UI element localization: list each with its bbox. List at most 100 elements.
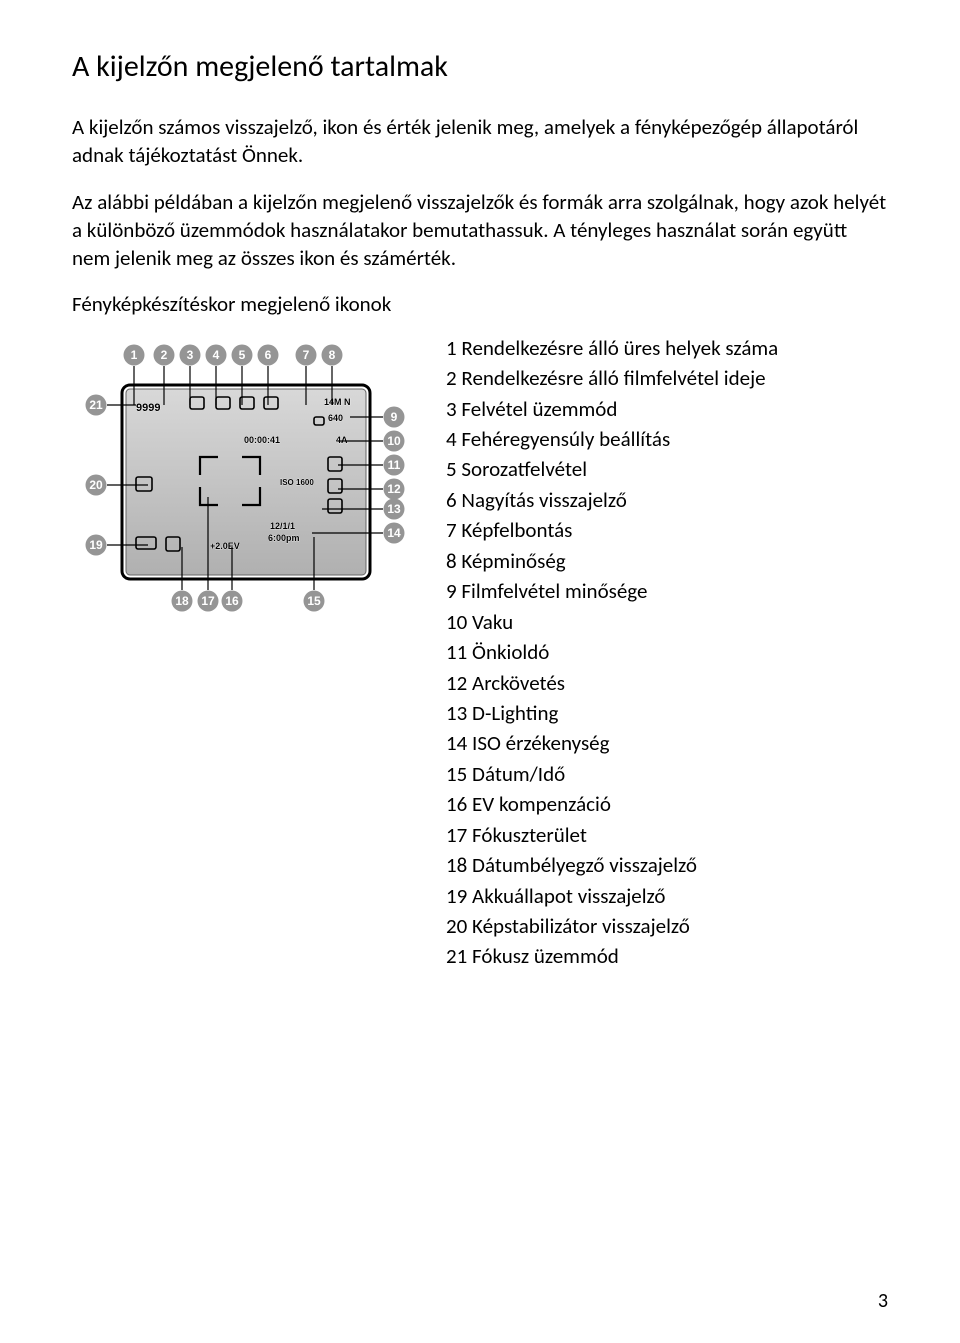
legend-item: 7 Képfelbontás	[446, 515, 888, 545]
svg-text:20: 20	[89, 478, 103, 492]
legend-item: 1 Rendelkezésre álló üres helyek száma	[446, 333, 888, 363]
svg-text:00:00:41: 00:00:41	[244, 435, 280, 445]
legend-number: 6	[446, 487, 457, 513]
svg-text:4A: 4A	[336, 435, 348, 445]
legend-label: Fehéregyensúly beállítás	[461, 426, 670, 452]
legend-number: 9	[446, 578, 457, 604]
detail-paragraph: Az alábbi példában a kijelzőn megjelenő …	[72, 188, 888, 273]
svg-text:16: 16	[225, 594, 239, 608]
svg-text:+2.0EV: +2.0EV	[210, 541, 240, 551]
svg-text:8: 8	[329, 348, 336, 362]
legend-item: 15 Dátum/Idő	[446, 759, 888, 789]
legend-number: 18	[446, 852, 467, 878]
svg-text:9999: 9999	[136, 402, 160, 414]
legend-number: 3	[446, 396, 457, 422]
legend-item: 9 Filmfelvétel minősége	[446, 576, 888, 606]
svg-text:5: 5	[239, 348, 246, 362]
legend-number: 14	[446, 730, 467, 756]
svg-text:21: 21	[89, 398, 103, 412]
legend-item: 21 Fókusz üzemmód	[446, 941, 888, 971]
svg-text:ISO 1600: ISO 1600	[280, 478, 314, 487]
legend-number: 21	[446, 943, 467, 969]
svg-text:12: 12	[387, 482, 401, 496]
legend-number: 12	[446, 670, 467, 696]
legend-number: 20	[446, 913, 467, 939]
svg-text:7: 7	[303, 348, 310, 362]
legend-number: 13	[446, 700, 467, 726]
svg-text:3: 3	[187, 348, 194, 362]
legend-label: Akkuállapot visszajelző	[472, 883, 665, 909]
svg-text:12/1/1: 12/1/1	[270, 521, 295, 531]
svg-text:15: 15	[307, 594, 321, 608]
legend-item: 13 D-Lighting	[446, 698, 888, 728]
svg-text:2: 2	[161, 348, 168, 362]
legend-label: Rendelkezésre álló üres helyek száma	[461, 335, 778, 361]
legend-item: 8 Képminőség	[446, 546, 888, 576]
legend-label: Fókusz üzemmód	[472, 943, 619, 969]
legend-label: D-Lighting	[472, 700, 558, 726]
svg-text:14M N: 14M N	[324, 397, 351, 407]
content-row: 9999 14M N 640 00:00:41 4A ISO 1600 12/1/1 6:00…	[72, 331, 888, 972]
legend-label: ISO érzékenység	[472, 730, 609, 756]
legend-label: EV kompenzáció	[472, 791, 611, 817]
legend-item: 19 Akkuállapot visszajelző	[446, 881, 888, 911]
svg-text:13: 13	[387, 502, 401, 516]
legend-label: Filmfelvétel minősége	[461, 578, 647, 604]
legend-number: 2	[446, 365, 457, 391]
legend-item: 5 Sorozatfelvétel	[446, 454, 888, 484]
legend-label: Önkioldó	[472, 639, 549, 665]
legend-label: Fókuszterület	[472, 822, 587, 848]
svg-text:4: 4	[213, 348, 220, 362]
svg-text:9: 9	[391, 410, 398, 424]
svg-text:1: 1	[131, 348, 138, 362]
legend-label: Sorozatfelvétel	[461, 456, 587, 482]
legend-label: Nagyítás visszajelző	[461, 487, 626, 513]
legend-label: Képstabilizátor visszajelző	[472, 913, 690, 939]
legend-label: Képminőség	[461, 548, 565, 574]
intro-paragraph: A kijelzőn számos visszajelző, ikon és é…	[72, 113, 888, 170]
svg-text:11: 11	[388, 458, 401, 472]
legend-label: Képfelbontás	[461, 517, 572, 543]
legend-number: 17	[446, 822, 467, 848]
svg-text:14: 14	[387, 526, 401, 540]
legend-number: 4	[446, 426, 457, 452]
legend-item: 18 Dátumbélyegző visszajelző	[446, 850, 888, 880]
legend-label: Vaku	[472, 609, 513, 635]
legend-item: 17 Fókuszterület	[446, 820, 888, 850]
legend-list: 1 Rendelkezésre álló üres helyek száma2 …	[446, 331, 888, 972]
legend-item: 10 Vaku	[446, 607, 888, 637]
legend-number: 19	[446, 883, 467, 909]
legend-number: 16	[446, 791, 467, 817]
legend-item: 3 Felvétel üzemmód	[446, 394, 888, 424]
legend-label: Rendelkezésre álló filmfelvétel ideje	[461, 365, 765, 391]
svg-text:640: 640	[328, 413, 343, 423]
legend-number: 1	[446, 335, 457, 361]
legend-item: 14 ISO érzékenység	[446, 728, 888, 758]
legend-label: Dátumbélyegző visszajelző	[472, 852, 697, 878]
page-number: 3	[878, 1289, 888, 1313]
legend-number: 10	[446, 609, 467, 635]
subheading: Fényképkészítéskor megjelenő ikonok	[72, 291, 888, 317]
legend-number: 5	[446, 456, 457, 482]
legend-number: 15	[446, 761, 467, 787]
legend-number: 8	[446, 548, 457, 574]
svg-text:19: 19	[89, 538, 103, 552]
legend-item: 6 Nagyítás visszajelző	[446, 485, 888, 515]
legend-label: Dátum/Idő	[472, 761, 565, 787]
legend-number: 7	[446, 517, 457, 543]
svg-text:10: 10	[387, 434, 401, 448]
legend-number: 11	[446, 639, 467, 665]
legend-item: 11 Önkioldó	[446, 637, 888, 667]
svg-text:6:00pm: 6:00pm	[268, 533, 300, 543]
svg-text:18: 18	[175, 594, 189, 608]
svg-text:17: 17	[201, 594, 215, 608]
legend-label: Arckövetés	[472, 670, 565, 696]
page-title: A kijelzőn megjelenő tartalmak	[72, 48, 888, 85]
lcd-diagram: 9999 14M N 640 00:00:41 4A ISO 1600 12/1/1 6:00…	[72, 337, 420, 617]
legend-item: 20 Képstabilizátor visszajelző	[446, 911, 888, 941]
legend-item: 16 EV kompenzáció	[446, 789, 888, 819]
svg-text:6: 6	[265, 348, 272, 362]
legend-item: 12 Arckövetés	[446, 668, 888, 698]
legend-label: Felvétel üzemmód	[461, 396, 617, 422]
legend-item: 2 Rendelkezésre álló filmfelvétel ideje	[446, 363, 888, 393]
